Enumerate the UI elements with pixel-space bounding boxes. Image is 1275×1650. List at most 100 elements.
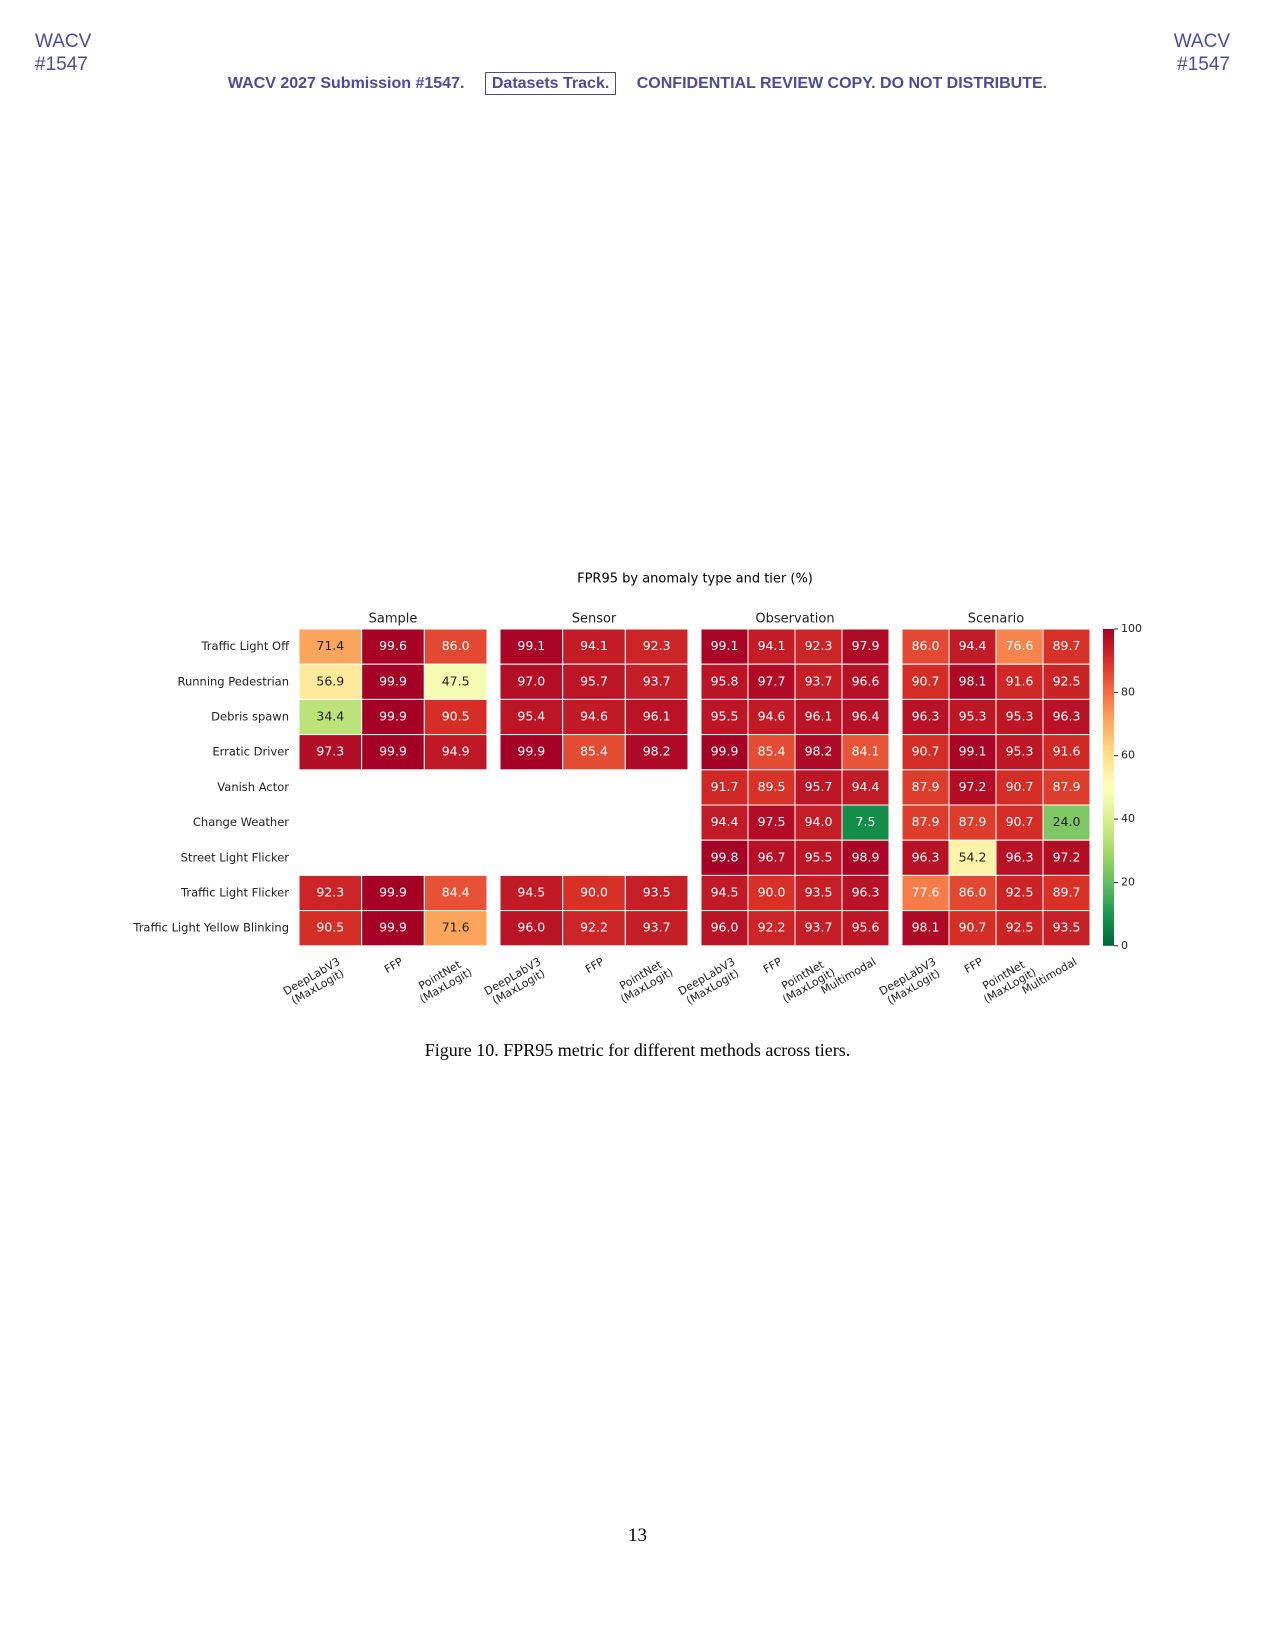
heatmap-cell	[361, 874, 425, 912]
heatmap-cell	[562, 663, 626, 700]
heatmap-cell	[624, 698, 689, 736]
cell-label: 94.1	[758, 638, 786, 653]
cell-label: 98.1	[959, 673, 987, 688]
heatmap-cell	[700, 839, 749, 876]
cell-label: 7.5	[856, 814, 876, 829]
cell-label: 95.3	[1006, 709, 1034, 724]
cell-label: 94.6	[580, 709, 608, 724]
cell-label: 85.4	[580, 744, 608, 759]
heatmap-cell	[624, 910, 689, 947]
heatmap-cell	[423, 663, 488, 700]
cell-label: 99.9	[379, 709, 407, 724]
heatmap-cell	[1042, 874, 1091, 912]
heatmap-cell	[361, 910, 425, 947]
cell-label: 90.5	[316, 920, 344, 935]
row-label: Traffic Light Flicker	[180, 886, 289, 900]
heatmap-cell	[901, 910, 950, 947]
heatmap-cell	[841, 804, 890, 841]
cell-label: 91.6	[1053, 744, 1081, 759]
heatmap-cell	[948, 663, 997, 700]
row-label: Change Weather	[193, 815, 289, 829]
heatmap-cell	[948, 804, 997, 841]
heatmap-cell	[499, 628, 564, 665]
heatmap-cell	[361, 734, 425, 771]
cell-label: 96.4	[852, 709, 880, 724]
page-number: 13	[628, 1525, 647, 1546]
cell-label: 93.7	[643, 673, 671, 688]
cell-label: 94.6	[758, 709, 786, 724]
cell-label: 99.8	[711, 849, 739, 864]
heatmap-cell	[841, 910, 890, 947]
cell-label: 97.2	[959, 779, 987, 794]
cell-label: 97.2	[1053, 849, 1081, 864]
cell-label: 96.3	[1053, 709, 1081, 724]
cell-label: 87.9	[959, 814, 987, 829]
heatmap-cell	[995, 839, 1044, 876]
heatmap-cell	[1042, 628, 1091, 665]
heatmap-cell	[700, 698, 749, 736]
heatmap-cell	[995, 734, 1044, 771]
panel-title: Observation	[755, 612, 834, 627]
cell-label: 84.4	[442, 885, 470, 900]
cell-label: 90.0	[580, 885, 608, 900]
heatmap-cell	[1042, 734, 1091, 771]
cell-label: 99.9	[517, 744, 545, 759]
cell-label: 98.2	[805, 744, 833, 759]
cell-label: 96.3	[852, 885, 880, 900]
panel-title: Sample	[369, 612, 418, 627]
heatmap-cell	[841, 874, 890, 912]
paper-id: #1547	[35, 54, 88, 75]
cell-label: 95.7	[805, 779, 833, 794]
header-left: WACV #1547	[35, 30, 91, 76]
cell-label: 92.5	[1053, 673, 1081, 688]
cell-label: 95.5	[805, 849, 833, 864]
cell-label: 87.9	[1053, 779, 1081, 794]
cell-label: 84.1	[852, 744, 880, 759]
cell-label: 97.3	[316, 744, 344, 759]
colorbar-tick-label: 80	[1121, 685, 1135, 698]
heatmap-cell	[298, 734, 363, 771]
cell-label: 86.0	[442, 638, 470, 653]
cell-label: 99.1	[711, 638, 739, 653]
cell-label: 94.9	[442, 744, 470, 759]
cell-label: 95.6	[852, 920, 880, 935]
cell-label: 99.9	[379, 744, 407, 759]
cell-label: 90.7	[912, 744, 940, 759]
heatmap-cell	[747, 839, 796, 876]
heatmap-cell	[1042, 910, 1091, 947]
heatmap-cell	[1042, 663, 1091, 700]
header-right: WACV #1547	[1174, 30, 1230, 76]
heatmap-cell	[901, 734, 950, 771]
cell-label: 96.3	[912, 849, 940, 864]
heatmap-cell	[948, 628, 997, 665]
cell-label: 91.7	[711, 779, 739, 794]
heatmap-cell	[794, 698, 843, 736]
cell-label: 85.4	[758, 744, 786, 759]
cell-label: 96.1	[805, 709, 833, 724]
row-label: Running Pedestrian	[177, 674, 289, 688]
cell-label: 94.1	[580, 638, 608, 653]
cell-label: 96.6	[852, 673, 880, 688]
heatmap-cell	[841, 734, 890, 771]
cell-label: 92.3	[805, 638, 833, 653]
cell-label: 86.0	[912, 638, 940, 653]
cell-label: 94.4	[959, 638, 987, 653]
cell-label: 94.4	[852, 779, 880, 794]
cell-label: 76.6	[1006, 638, 1034, 653]
row-label: Debris spawn	[211, 710, 289, 724]
heatmap-cell	[794, 663, 843, 700]
cell-label: 90.7	[912, 673, 940, 688]
colorbar-tick-label: 100	[1121, 622, 1142, 635]
cell-label: 96.3	[1006, 849, 1034, 864]
heatmap-cell	[499, 663, 564, 700]
heatmap-cell	[298, 628, 363, 665]
cell-label: 96.7	[758, 849, 786, 864]
row-label: Traffic Light Yellow Blinking	[132, 921, 289, 935]
cell-label: 89.5	[758, 779, 786, 794]
chart-title: FPR95 by anomaly type and tier (%)	[577, 572, 813, 587]
cell-label: 56.9	[316, 673, 344, 688]
heatmap-cell	[948, 910, 997, 947]
row-label: Vanish Actor	[217, 780, 289, 794]
row-label: Traffic Light Off	[200, 639, 290, 653]
heatmap-cell	[700, 804, 749, 841]
